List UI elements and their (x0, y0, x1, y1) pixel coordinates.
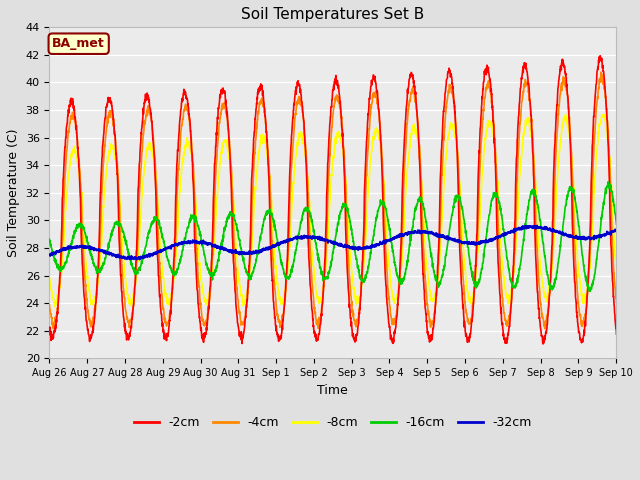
Text: BA_met: BA_met (52, 37, 105, 50)
Title: Soil Temperatures Set B: Soil Temperatures Set B (241, 7, 424, 22)
Legend: -2cm, -4cm, -8cm, -16cm, -32cm: -2cm, -4cm, -8cm, -16cm, -32cm (129, 411, 537, 434)
Y-axis label: Soil Temperature (C): Soil Temperature (C) (7, 129, 20, 257)
X-axis label: Time: Time (317, 384, 348, 397)
